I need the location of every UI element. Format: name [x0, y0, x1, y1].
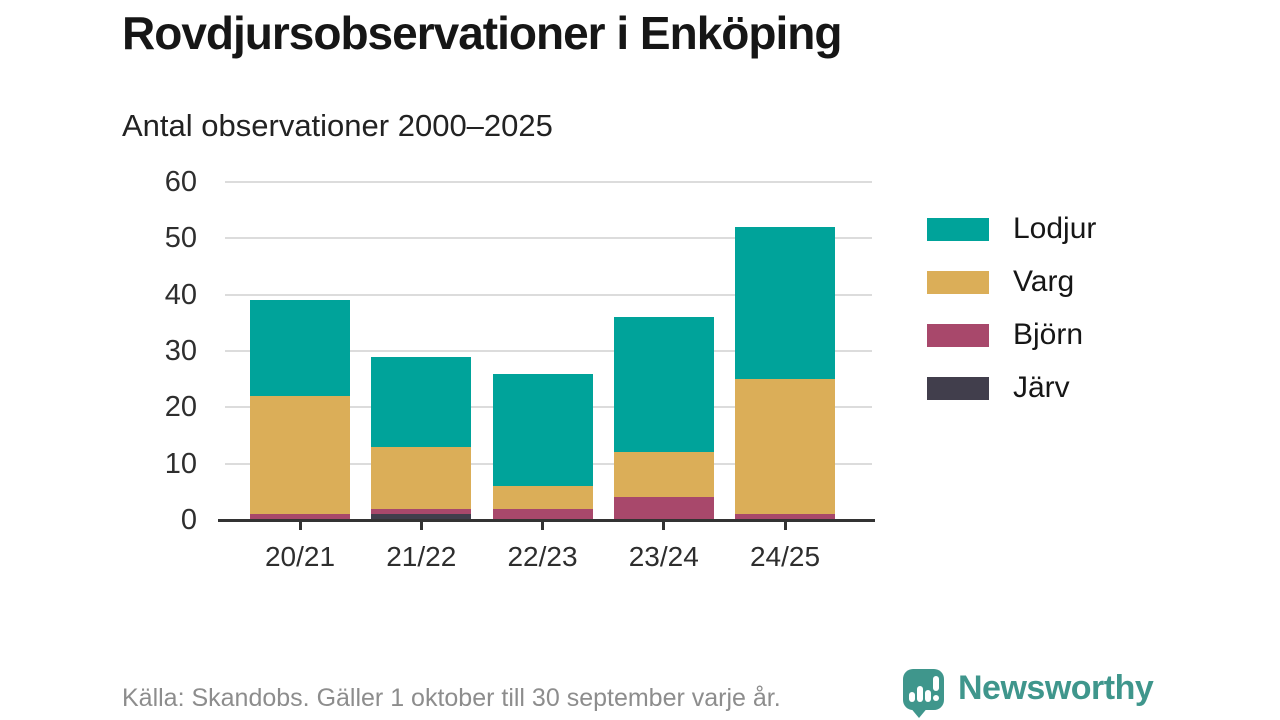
newsworthy-logo: Newsworthy	[903, 666, 1154, 718]
legend-item-lodjur: Lodjur	[927, 214, 1096, 244]
legend-label-varg: Varg	[1013, 265, 1075, 298]
bar-22-23	[492, 182, 593, 520]
bar-segment-varg	[613, 452, 714, 498]
source-note: Källa: Skandobs. Gäller 1 oktober till 3…	[122, 684, 781, 712]
bar-segment-varg	[735, 379, 835, 515]
y-axis-label-0: 0	[180, 504, 197, 536]
bar-24-25	[735, 182, 835, 520]
logo-bubble-tail	[909, 706, 929, 718]
y-axis-label-40: 40	[164, 278, 197, 311]
legend-item-varg: Varg	[927, 267, 1096, 297]
logo-bar-2	[917, 686, 923, 702]
bar-segment-varg	[250, 396, 350, 515]
gridline-y60	[225, 181, 872, 183]
bar-segment-björn	[735, 514, 835, 520]
bar-segment-lodjur	[492, 373, 593, 487]
legend-label-järv: Järv	[1013, 371, 1070, 404]
x-tick-23-24	[662, 521, 666, 530]
x-tick-24-25	[783, 521, 787, 530]
bar-segment-lodjur	[250, 300, 350, 397]
legend: Lodjur Varg Björn Järv	[927, 214, 1096, 426]
gridline-y40	[225, 293, 872, 296]
legend-item-järv: Järv	[927, 373, 1096, 403]
bar-segment-varg	[371, 446, 472, 509]
bar-segment-lodjur	[371, 356, 472, 447]
x-tick-22-23	[541, 521, 544, 530]
x-tick-20-21	[298, 521, 302, 530]
bar-segment-varg	[492, 486, 593, 509]
bar-segment-lodjur	[735, 227, 835, 380]
logo-exclamation-stroke	[933, 676, 939, 691]
chart-title: Rovdjursobservationer i Enköping	[122, 7, 842, 59]
x-axis-line	[218, 519, 875, 522]
legend-label-björn: Björn	[1013, 318, 1084, 351]
x-axis-label-22-23: 22/23	[507, 541, 578, 572]
chart-subtitle: Antal observationer 2000–2025	[122, 108, 553, 143]
legend-swatch-björn	[927, 323, 989, 347]
bar-segment-lodjur	[613, 317, 714, 453]
y-axis-label-50: 50	[164, 222, 197, 255]
bar-20-21	[250, 182, 350, 520]
y-axis-label-30: 30	[164, 335, 197, 367]
gridline-y50	[225, 237, 872, 240]
bar-21-22	[371, 182, 472, 520]
bar-segment-järv	[371, 514, 472, 520]
legend-label-lodjur: Lodjur	[1013, 212, 1097, 245]
newsworthy-bubble-barchart-icon	[903, 666, 944, 718]
x-axis-label-20-21: 20/21	[264, 541, 336, 572]
plot-area: 0 10 20 30 40 50 60 20/21 21/22 22/23 23/24 24/25	[165, 166, 875, 572]
newsworthy-wordmark: Newsworthy	[958, 669, 1154, 707]
x-tick-21-22	[419, 521, 423, 530]
logo-exclamation-dot	[933, 695, 939, 701]
y-axis-label-60: 60	[164, 166, 197, 198]
y-axis-label-20: 20	[164, 391, 197, 424]
legend-item-björn: Björn	[927, 320, 1096, 350]
bar-23-24	[613, 182, 714, 520]
legend-swatch-lodjur	[927, 217, 989, 241]
bar-segment-björn	[492, 508, 593, 520]
x-axis-label-21-22: 21/22	[386, 541, 457, 572]
logo-bar-1	[909, 692, 915, 702]
bar-segment-björn	[613, 497, 714, 520]
bar-segment-björn	[371, 508, 472, 515]
bar-segment-björn	[250, 514, 350, 520]
x-axis-label-23-24: 23/24	[628, 541, 699, 572]
x-axis-label-24-25: 24/25	[749, 541, 821, 572]
y-axis-label-10: 10	[164, 447, 197, 480]
logo-bar-3	[925, 690, 931, 702]
legend-swatch-varg	[927, 270, 989, 294]
legend-swatch-järv	[927, 376, 989, 400]
gridline-y30	[225, 350, 872, 352]
